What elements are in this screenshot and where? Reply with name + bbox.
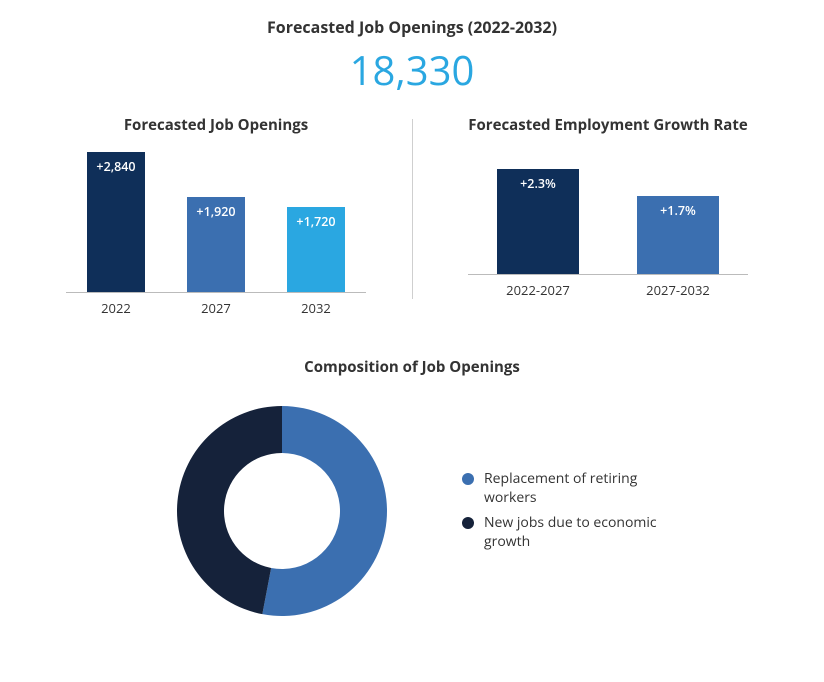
bar: +1.7% — [637, 196, 719, 274]
composition-legend: Replacement of retiring workers New jobs … — [462, 464, 692, 558]
two-column-row: Forecasted Job Openings +2,840 +1,920 +1,7… — [20, 115, 804, 317]
growth-chart-panel: Forecasted Employment Growth Rate +2.3%+… — [412, 115, 804, 317]
legend-label: New jobs due to economic growth — [484, 514, 692, 552]
bar-value-label: +1,720 — [287, 213, 345, 230]
growth-x-labels: 2022-20272027-2032 — [468, 281, 748, 299]
x-axis-label: 2032 — [266, 299, 366, 317]
bar-value-label: +1.7% — [637, 202, 719, 219]
bar: +2.3% — [497, 169, 579, 274]
composition-title: Composition of Job Openings — [20, 357, 804, 377]
composition-donut-chart — [172, 401, 392, 621]
total-openings-value: 18,330 — [20, 42, 804, 97]
x-axis-label: 2022-2027 — [468, 281, 608, 299]
bar-value-label: +1,920 — [187, 203, 245, 220]
legend-swatch — [462, 473, 474, 485]
donut-slice — [177, 406, 282, 614]
openings-bar-chart: +2,840 +1,920 +1,720 — [66, 153, 366, 293]
x-axis-label: 2027-2032 — [608, 281, 748, 299]
legend-item: Replacement of retiring workers — [462, 470, 692, 508]
bar: +1,720 — [287, 207, 345, 292]
bar-value-label: +2.3% — [497, 175, 579, 192]
x-axis-label: 2027 — [166, 299, 266, 317]
growth-bar-chart: +2.3% +1.7% — [468, 170, 748, 275]
bar: +1,920 — [187, 197, 245, 292]
main-title: Forecasted Job Openings (2022-2032) — [20, 16, 804, 38]
openings-chart-panel: Forecasted Job Openings +2,840 +1,920 +1,7… — [20, 115, 412, 317]
growth-chart-title: Forecasted Employment Growth Rate — [422, 115, 794, 135]
bar-value-label: +2,840 — [87, 158, 145, 175]
bar: +2,840 — [87, 152, 145, 292]
legend-swatch — [462, 517, 474, 529]
dashboard-container: Forecasted Job Openings (2022-2032) 18,3… — [0, 0, 824, 641]
column-divider — [412, 119, 413, 299]
composition-row: Replacement of retiring workers New jobs … — [20, 401, 804, 621]
x-axis-label: 2022 — [66, 299, 166, 317]
legend-item: New jobs due to economic growth — [462, 514, 692, 552]
openings-chart-title: Forecasted Job Openings — [30, 115, 402, 135]
openings-x-labels: 202220272032 — [66, 299, 366, 317]
legend-label: Replacement of retiring workers — [484, 470, 692, 508]
